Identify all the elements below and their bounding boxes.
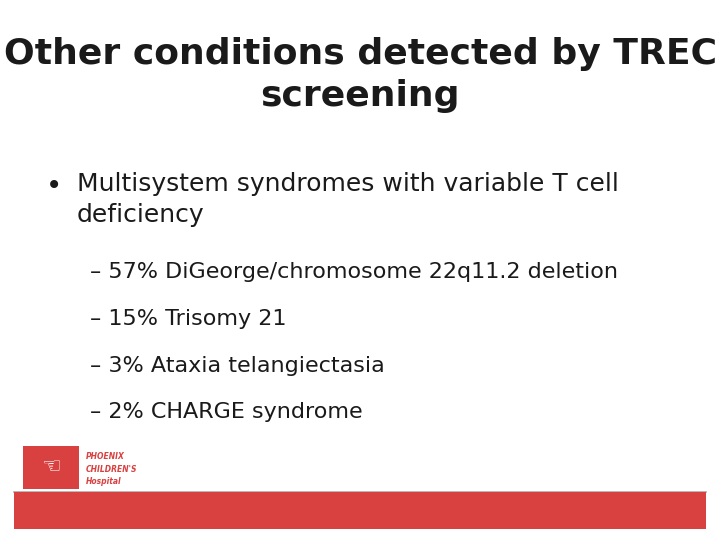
Text: Other conditions detected by TREC
screening: Other conditions detected by TREC screen… — [4, 37, 716, 113]
Text: – 57% DiGeorge/chromosome 22q11.2 deletion: – 57% DiGeorge/chromosome 22q11.2 deleti… — [91, 262, 618, 282]
Text: ☜: ☜ — [41, 457, 61, 477]
Bar — [14, 492, 706, 529]
Text: – 3% Ataxia telangiectasia: – 3% Ataxia telangiectasia — [91, 355, 385, 375]
Text: •: • — [45, 172, 62, 199]
Text: Multisystem syndromes with variable T cell
deficiency: Multisystem syndromes with variable T ce… — [76, 172, 618, 227]
Bar — [23, 446, 79, 489]
Text: PHOENIX
CHILDREN'S
Hospital: PHOENIX CHILDREN'S Hospital — [86, 453, 137, 487]
Text: – 15% Trisomy 21: – 15% Trisomy 21 — [91, 309, 287, 329]
Text: – 2% CHARGE syndrome: – 2% CHARGE syndrome — [91, 402, 363, 422]
